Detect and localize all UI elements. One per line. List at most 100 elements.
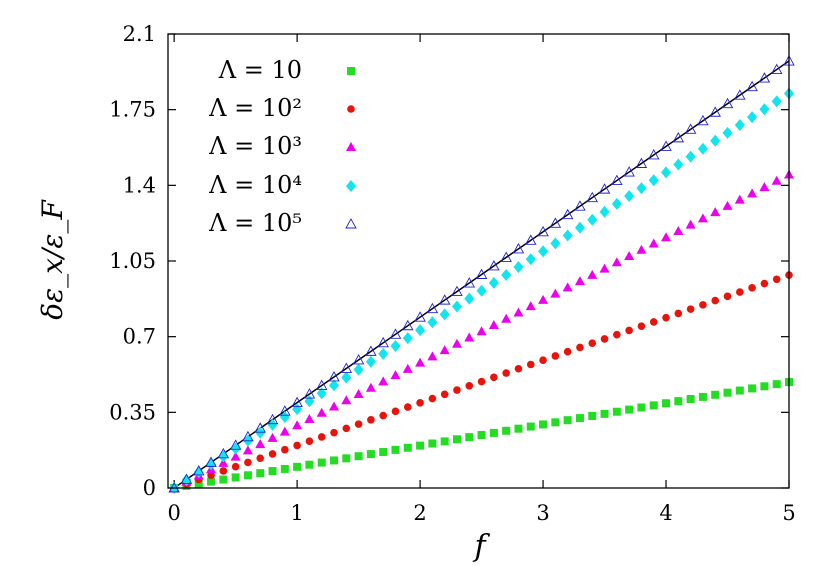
data-point: [477, 431, 486, 440]
data-point: [562, 229, 573, 242]
data-point: [243, 471, 252, 480]
data-point: [329, 401, 340, 411]
data-point: [549, 217, 562, 228]
data-point: [489, 428, 498, 437]
data-point: [304, 414, 315, 424]
data-point: [698, 392, 707, 401]
legend-label-1: Λ = 10²: [208, 94, 302, 122]
data-point: [439, 308, 450, 321]
data-point: [748, 284, 756, 292]
data-point: [514, 424, 523, 433]
data-point: [772, 275, 781, 284]
data-point: [674, 397, 683, 406]
data-point: [207, 471, 215, 480]
data-point: [588, 339, 597, 347]
y-tick-label: 1.4: [123, 173, 156, 197]
data-point: [428, 394, 437, 403]
data-point: [328, 371, 340, 382]
data-point: [367, 416, 375, 424]
data-point: [613, 330, 621, 339]
data-point: [464, 292, 475, 305]
data-point: [440, 390, 449, 399]
data-point: [537, 225, 549, 237]
data-point: [711, 390, 720, 399]
data-point: [366, 450, 375, 459]
data-point: [673, 225, 684, 235]
data-point: [648, 238, 659, 248]
data-point: [303, 388, 316, 399]
data-point: [711, 296, 720, 305]
data-point: [256, 454, 265, 462]
data-point: [427, 316, 438, 329]
data-point: [416, 399, 424, 407]
data-point: [330, 428, 338, 437]
data-point: [217, 447, 230, 459]
data-point: [268, 450, 277, 458]
data-point: [611, 174, 623, 186]
data-point: [684, 123, 697, 134]
data-point: [587, 269, 598, 279]
data-point: [305, 460, 314, 469]
data-point: [352, 353, 365, 365]
data-point: [734, 194, 745, 204]
data-point: [230, 451, 241, 461]
data-point: [292, 403, 303, 416]
data-point: [354, 420, 363, 428]
data-point: [403, 443, 412, 452]
data-point: [293, 441, 301, 450]
data-point: [661, 232, 672, 242]
data-point: [254, 422, 266, 433]
data-point: [428, 439, 437, 448]
data-point: [771, 175, 782, 185]
data-point: [525, 253, 536, 266]
data-point: [660, 140, 672, 151]
data-point: [770, 63, 783, 75]
data-point: [550, 237, 561, 250]
data-point: [563, 347, 572, 356]
data-point: [293, 462, 302, 471]
data-point: [563, 416, 572, 425]
data-point: [760, 382, 769, 391]
data-point: [623, 166, 635, 177]
series-1: [170, 271, 793, 492]
data-point: [207, 477, 216, 486]
data-point: [501, 313, 512, 323]
data-point: [390, 339, 401, 352]
data-point: [402, 332, 413, 345]
data-point: [255, 439, 266, 449]
data-point: [760, 279, 769, 288]
legend-label-0: Λ = 10: [218, 56, 302, 84]
data-point: [599, 205, 610, 218]
data-point: [636, 182, 647, 195]
data-point: [734, 89, 746, 100]
data-point: [586, 191, 599, 203]
data-point: [501, 268, 512, 281]
data-point: [735, 386, 744, 395]
data-point: [685, 150, 696, 163]
plot-frame: [167, 33, 790, 489]
data-point: [415, 357, 426, 367]
data-point: [587, 213, 598, 226]
series-4: [168, 55, 795, 493]
data-point: [699, 301, 707, 309]
data-point: [452, 435, 461, 444]
data-point: [551, 352, 560, 360]
legend-markers: [345, 67, 357, 229]
data-point: [317, 458, 326, 467]
data-point: [574, 200, 586, 211]
y-tick-label: 2.1: [123, 22, 156, 46]
data-point: [490, 373, 498, 382]
data-point: [513, 261, 524, 274]
data-point: [438, 294, 451, 305]
data-point: [771, 95, 782, 108]
data-point: [414, 311, 426, 322]
data-point: [242, 430, 254, 442]
legend-label-2: Λ = 10³: [208, 132, 302, 160]
data-point: [686, 395, 695, 404]
x-tick-label: 5: [782, 501, 795, 525]
data-point: [465, 433, 474, 442]
data-point: [539, 356, 547, 365]
data-point: [317, 433, 326, 441]
data-point: [402, 363, 413, 373]
